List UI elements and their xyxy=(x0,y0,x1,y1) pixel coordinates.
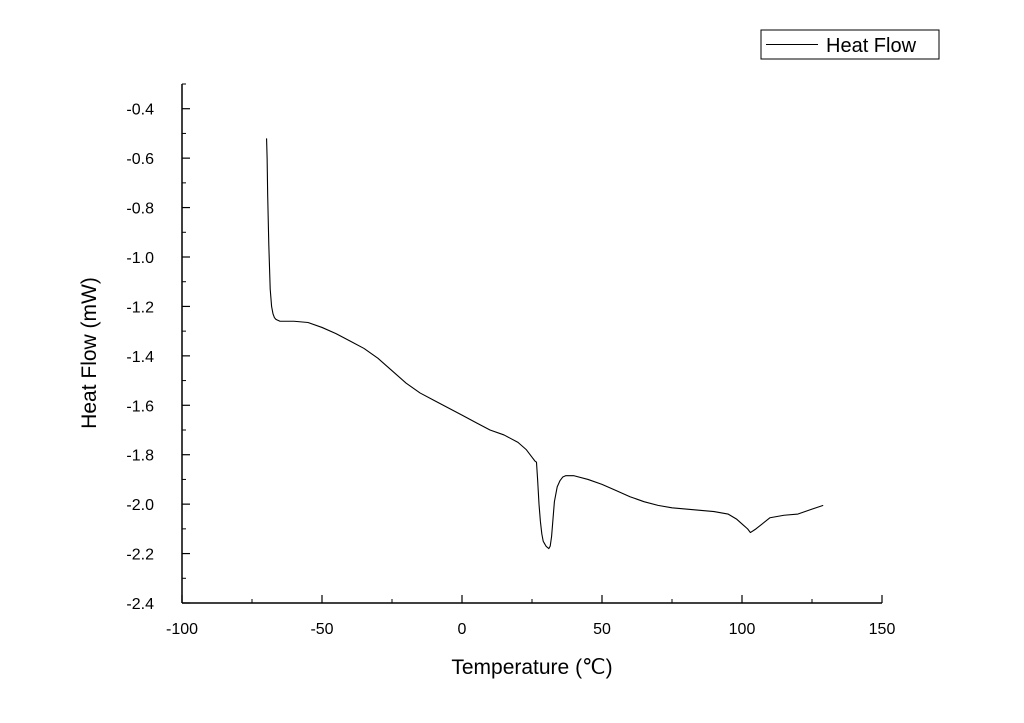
y-axis-ticks: -2.4 -2.2 -2.0 -1.8 -1.6 -1.4 -1.2 -1.0 -0.8 -0.6… xyxy=(126,83,190,613)
y-tick-label: -0.8 xyxy=(126,201,154,218)
y-tick-label: -0.6 xyxy=(126,151,154,168)
y-tick-label: -1.8 xyxy=(126,448,154,465)
x-tick-label: 100 xyxy=(729,621,756,638)
y-tick-label: -2.4 xyxy=(126,596,154,613)
y-tick-label: -0.4 xyxy=(126,102,154,119)
y-tick-label: -1.4 xyxy=(126,349,154,366)
y-tick-label: -1.0 xyxy=(126,250,154,267)
y-tick-label: -2.2 xyxy=(126,547,154,564)
series-group xyxy=(266,138,824,550)
x-tick-label: 50 xyxy=(593,621,611,638)
series-line-heat-flow xyxy=(266,138,824,550)
y-tick-label: -1.2 xyxy=(126,299,154,316)
x-tick-label: 150 xyxy=(869,621,896,638)
x-axis-title: Temperature (℃) xyxy=(451,656,612,679)
y-tick-label: -2.0 xyxy=(126,497,154,514)
y-axis-title: Heat Flow (mW) xyxy=(78,277,101,429)
x-tick-label: 0 xyxy=(458,621,467,638)
x-axis-ticks: -100 -50 0 50 100 150 xyxy=(166,595,895,638)
legend: Heat Flow xyxy=(760,29,940,60)
y-tick-label: -1.6 xyxy=(126,398,154,415)
x-tick-label: -50 xyxy=(310,621,333,638)
x-tick-label: -100 xyxy=(166,621,198,638)
legend-label: Heat Flow xyxy=(826,35,917,57)
